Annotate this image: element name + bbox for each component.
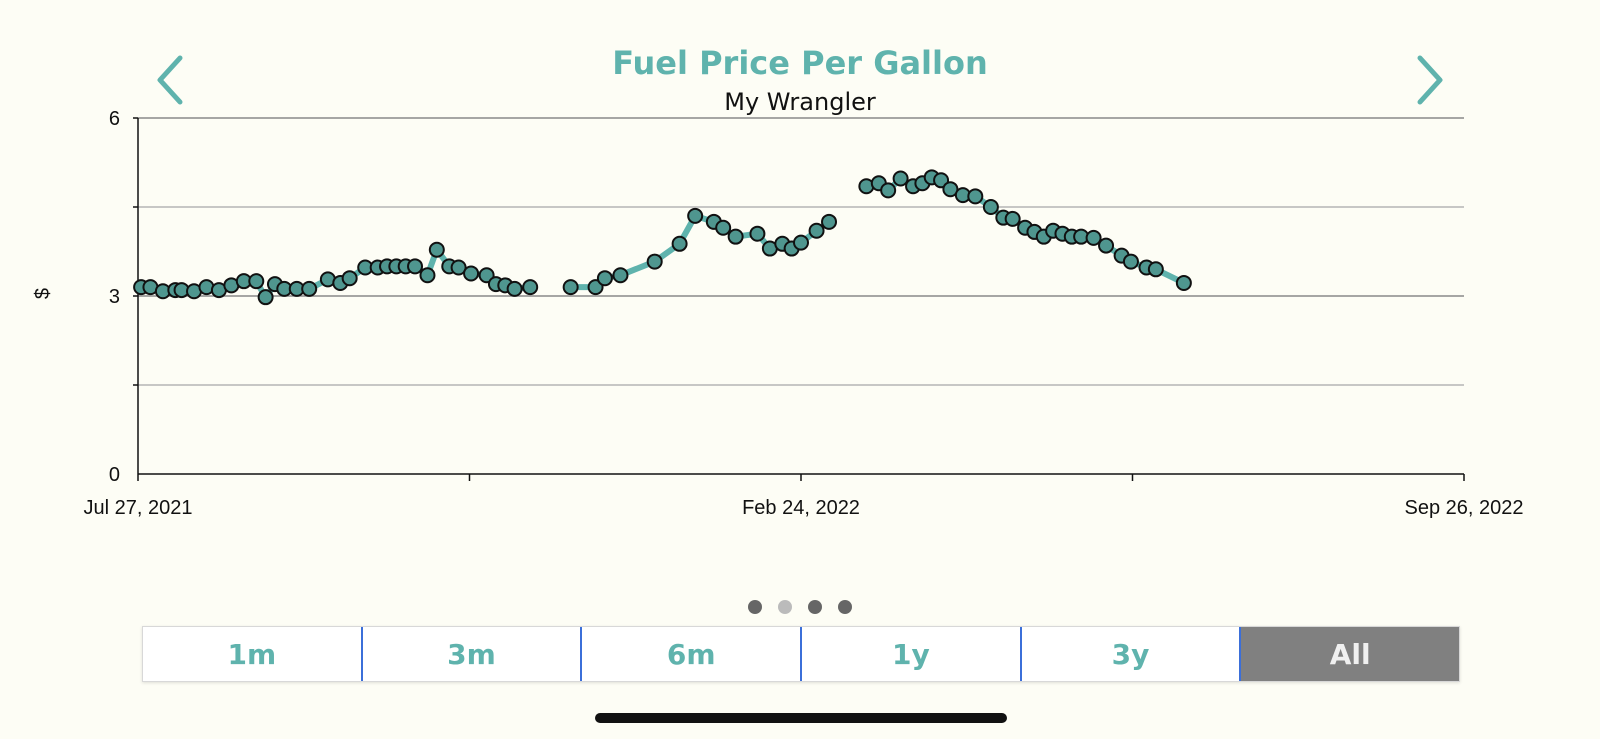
page-dot[interactable] — [748, 600, 762, 614]
data-point — [419, 267, 436, 284]
data-point — [407, 258, 424, 275]
chart-title: Fuel Price Per Gallon — [612, 44, 988, 82]
home-indicator[interactable] — [595, 713, 1007, 723]
x-tick-label: Feb 24, 2022 — [742, 497, 860, 519]
data-point — [506, 280, 523, 297]
data-point — [257, 289, 274, 306]
page-indicator — [0, 600, 1600, 619]
data-point — [687, 207, 704, 224]
data-point — [646, 253, 663, 270]
chart-subtitle: My Wrangler — [724, 88, 876, 116]
y-tick-label: 6 — [109, 108, 120, 130]
chevron-right-icon[interactable] — [1408, 52, 1452, 108]
data-point — [727, 228, 744, 245]
data-point — [428, 241, 445, 258]
y-axis-label: $ — [32, 287, 55, 300]
range-option-3y[interactable]: 3y — [1022, 627, 1242, 681]
data-point — [1004, 210, 1021, 227]
data-point — [808, 222, 825, 239]
data-point — [671, 235, 688, 252]
data-point — [749, 225, 766, 242]
range-option-all[interactable]: All — [1241, 627, 1460, 681]
range-option-6m[interactable]: 6m — [582, 627, 803, 681]
range-option-3m[interactable]: 3m — [363, 627, 583, 681]
data-point — [821, 213, 838, 230]
data-point — [1147, 261, 1164, 278]
data-point — [522, 279, 539, 296]
data-point — [341, 270, 358, 287]
page-dot[interactable] — [808, 600, 822, 614]
x-tick-label: Sep 26, 2022 — [1405, 497, 1524, 519]
data-point — [880, 182, 897, 199]
data-point — [301, 280, 318, 297]
data-point — [942, 181, 959, 198]
range-selector: 1m 3m 6m 1y 3y All — [142, 626, 1460, 682]
y-tick-label: 0 — [109, 464, 120, 486]
data-point — [892, 170, 909, 187]
data-point — [612, 267, 629, 284]
data-point — [450, 259, 467, 276]
data-point — [793, 234, 809, 251]
chevron-left-icon[interactable] — [150, 52, 194, 108]
data-point — [463, 265, 480, 282]
data-point — [1122, 253, 1139, 270]
data-point — [715, 219, 732, 236]
range-option-1y[interactable]: 1y — [802, 627, 1022, 681]
page-dot[interactable] — [778, 600, 792, 614]
page-dot[interactable] — [838, 600, 852, 614]
fuel-price-chart: 0 3 6 Jul 27, 2021 Feb 24, 2022 Sep 26, 2022 — [84, 108, 1524, 519]
data-point — [596, 270, 613, 287]
data-point — [1175, 274, 1192, 291]
data-point — [1098, 237, 1115, 254]
data-point — [967, 188, 984, 205]
data-point — [248, 273, 265, 290]
range-option-1m[interactable]: 1m — [143, 627, 363, 681]
y-tick-label: 3 — [109, 286, 120, 308]
data-point — [982, 199, 999, 215]
data-point — [562, 279, 579, 296]
data-point — [1085, 229, 1102, 246]
x-tick-label: Jul 27, 2021 — [84, 497, 193, 519]
